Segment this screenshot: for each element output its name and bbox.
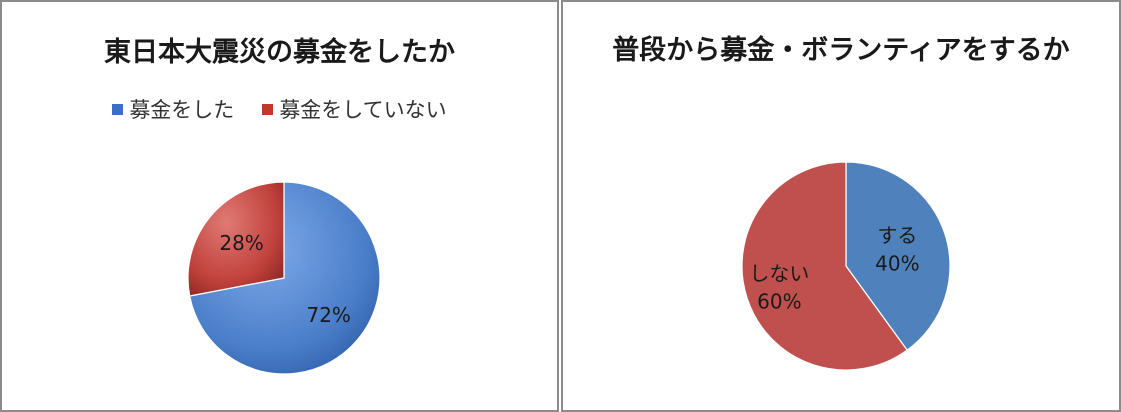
legend-swatch: [262, 103, 274, 115]
legend-label: 募金をした: [129, 98, 235, 122]
data-label: 60%: [757, 290, 801, 314]
pie-slice: [188, 181, 381, 375]
chart-title: 東日本大震災の募金をしたか: [104, 37, 455, 68]
chart-title: 普段から募金・ボランティアをするか: [612, 35, 1070, 66]
pie-chart-volunteer: する 40% しない 60%: [741, 161, 951, 371]
legend: 募金をした 募金をしていない: [2, 94, 557, 124]
data-label: 28%: [219, 231, 263, 255]
pie-slice: [845, 161, 951, 351]
chart-panel-donation: 東日本大震災の募金をしたか 募金をした 募金をしていない 72% 28%: [0, 0, 559, 412]
chart-panel-volunteer: 普段から募金・ボランティアをするか する 40% しない 60%: [561, 0, 1121, 412]
pie-slice: [187, 181, 285, 297]
legend-item-not-donated: 募金をしていない: [262, 94, 447, 124]
legend-swatch: [112, 103, 124, 115]
legend-item-donated: 募金をした: [112, 94, 234, 124]
legend-label: 募金をしていない: [279, 98, 447, 122]
category-label: しない: [749, 262, 809, 286]
data-label: 72%: [306, 303, 350, 327]
category-label: する: [877, 223, 917, 247]
pie-chart-donation: 72% 28%: [187, 181, 381, 375]
data-label: 40%: [875, 251, 919, 275]
pie-slice: [741, 161, 908, 371]
